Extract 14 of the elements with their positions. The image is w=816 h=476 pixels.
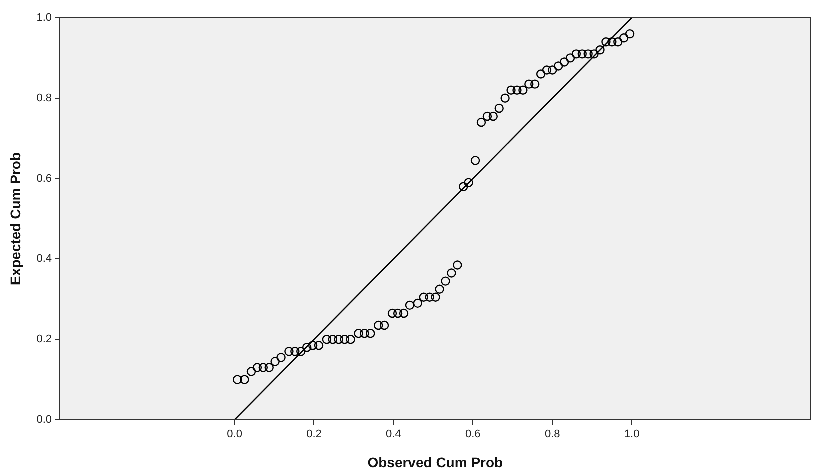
y-axis-title: Expected Cum Prob [7, 152, 24, 286]
y-tick-label: 0.4 [36, 253, 52, 266]
x-tick-label: 0.6 [465, 428, 481, 441]
y-tick-label: 0.0 [36, 414, 52, 426]
x-tick-label: 1.0 [624, 428, 640, 441]
y-tick-label: 0.6 [36, 172, 52, 185]
x-axis-title: Observed Cum Prob [368, 454, 504, 470]
y-tick-label: 0.8 [36, 92, 52, 104]
x-tick-label: 0.0 [227, 428, 242, 441]
y-tick-label: 0.2 [36, 334, 52, 346]
x-tick-label: 0.4 [386, 428, 402, 441]
y-tick-label: 1.0 [36, 12, 52, 24]
x-tick-label: 0.8 [544, 428, 560, 441]
x-tick-label: 0.2 [306, 428, 322, 441]
